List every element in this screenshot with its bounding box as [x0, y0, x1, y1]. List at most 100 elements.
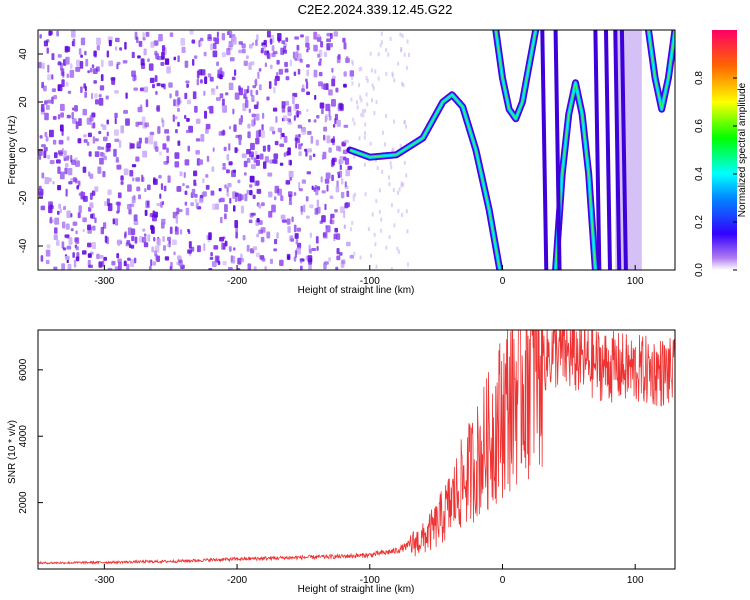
- noise-speck: [87, 253, 92, 258]
- noise-speck: [299, 58, 303, 63]
- noise-speck: [94, 138, 99, 142]
- noise-speck: [307, 255, 313, 263]
- noise-speck: [365, 92, 368, 97]
- noise-speck: [325, 172, 331, 179]
- noise-speck: [131, 51, 135, 59]
- noise-speck: [292, 92, 298, 98]
- noise-speck: [162, 143, 167, 150]
- noise-speck: [144, 209, 148, 217]
- noise-speck: [318, 71, 323, 77]
- noise-speck: [256, 154, 260, 160]
- noise-speck: [84, 91, 88, 98]
- noise-speck: [134, 236, 138, 244]
- noise-speck: [254, 79, 257, 85]
- noise-speck: [44, 131, 48, 137]
- noise-speck: [155, 253, 158, 261]
- noise-speck: [127, 227, 133, 236]
- noise-speck: [212, 147, 215, 152]
- noise-speck: [295, 247, 301, 255]
- noise-speck: [339, 164, 342, 170]
- noise-speck: [49, 217, 52, 224]
- noise-speck: [103, 256, 108, 261]
- noise-speck: [47, 74, 52, 81]
- noise-speck: [129, 169, 134, 177]
- noise-speck: [221, 32, 226, 41]
- noise-speck: [398, 187, 401, 192]
- noise-speck: [285, 76, 290, 81]
- noise-speck: [82, 108, 88, 116]
- noise-speck: [374, 242, 377, 247]
- noise-speck: [43, 150, 47, 159]
- noise-speck: [155, 90, 158, 95]
- noise-speck: [80, 37, 86, 46]
- noise-speck: [115, 37, 120, 43]
- noise-speck: [301, 88, 305, 93]
- noise-speck: [150, 226, 155, 234]
- noise-speck: [255, 252, 261, 258]
- noise-speck: [335, 87, 339, 93]
- noise-speck: [67, 167, 73, 176]
- noise-speck: [181, 46, 186, 54]
- noise-speck: [363, 162, 366, 167]
- noise-speck: [137, 106, 143, 113]
- noise-speck: [340, 178, 344, 185]
- noise-speck: [57, 114, 61, 120]
- noise-speck: [72, 107, 75, 111]
- noise-speck: [325, 225, 331, 233]
- noise-speck: [274, 140, 279, 146]
- noise-speck: [328, 147, 332, 153]
- noise-speck: [375, 264, 378, 269]
- noise-speck: [350, 97, 353, 102]
- noise-speck: [156, 82, 161, 87]
- noise-speck: [43, 146, 48, 152]
- noise-speck: [213, 245, 219, 250]
- noise-speck: [272, 107, 278, 112]
- noise-speck: [127, 257, 131, 261]
- noise-speck: [321, 82, 324, 90]
- noise-speck: [191, 246, 195, 252]
- noise-speck: [237, 267, 241, 270]
- noise-speck: [66, 73, 69, 78]
- noise-speck: [317, 53, 321, 58]
- noise-speck: [44, 177, 50, 185]
- noise-speck: [234, 92, 240, 100]
- noise-speck: [188, 241, 192, 249]
- noise-speck: [310, 135, 314, 144]
- noise-speck: [144, 137, 149, 144]
- noise-speck: [172, 116, 178, 120]
- noise-speck: [114, 46, 118, 51]
- noise-speck: [353, 251, 356, 256]
- noise-speck: [384, 142, 387, 147]
- noise-speck: [92, 225, 96, 231]
- noise-speck: [40, 205, 46, 211]
- noise-speck: [85, 58, 89, 67]
- noise-speck: [375, 100, 378, 105]
- noise-speck: [232, 36, 237, 45]
- noise-speck: [184, 114, 187, 119]
- noise-speck: [205, 174, 209, 178]
- noise-speck: [346, 241, 351, 247]
- x-tick-label: -100: [360, 276, 380, 287]
- noise-speck: [330, 213, 335, 219]
- noise-speck: [41, 172, 45, 179]
- noise-speck: [261, 202, 265, 207]
- noise-speck: [192, 170, 198, 177]
- noise-speck: [84, 50, 87, 56]
- noise-speck: [119, 47, 123, 51]
- noise-speck: [137, 55, 141, 59]
- noise-speck: [163, 185, 167, 192]
- noise-speck: [364, 131, 367, 136]
- noise-speck: [133, 220, 139, 225]
- noise-speck: [193, 55, 198, 59]
- noise-speck: [91, 241, 96, 250]
- noise-speck: [338, 102, 343, 110]
- noise-speck: [173, 251, 176, 256]
- noise-speck: [167, 175, 171, 183]
- noise-speck: [192, 91, 197, 100]
- noise-speck: [166, 147, 169, 153]
- noise-speck: [205, 184, 210, 190]
- noise-speck: [349, 254, 355, 259]
- noise-speck: [222, 98, 225, 106]
- noise-speck: [244, 172, 247, 176]
- noise-speck: [186, 83, 189, 88]
